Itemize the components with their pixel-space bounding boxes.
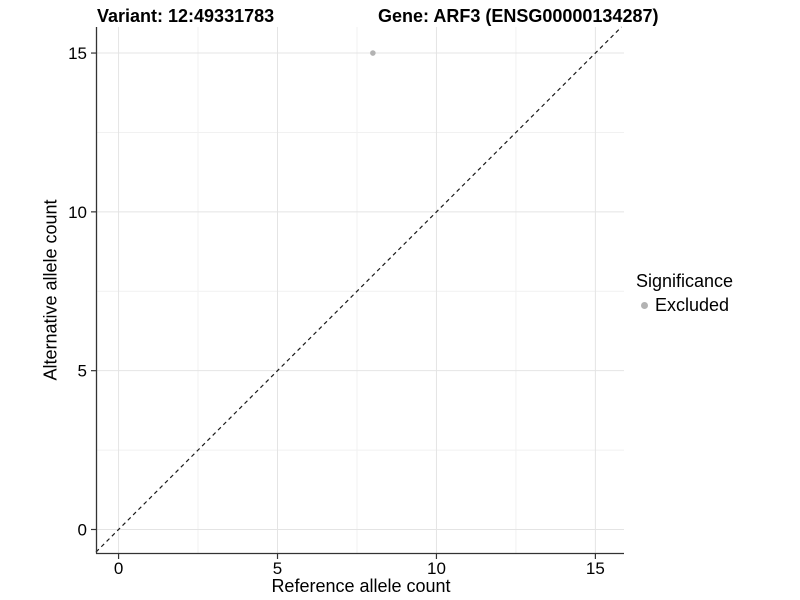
y-tick-label: 10 [68,203,87,222]
legend-item-label: Excluded [655,295,730,315]
x-tick-label: 0 [114,559,123,578]
legend: Significance Excluded [636,271,733,316]
identity-line [95,26,622,553]
y-tick-label: 5 [78,362,87,381]
data-point [370,50,376,56]
y-axis-title: Alternative allele count [40,199,61,381]
x-tick-label: 15 [586,559,605,578]
x-tick-label: 10 [427,559,446,578]
x-axis-title: Reference allele count [271,576,451,596]
y-tick-label: 15 [68,44,87,63]
plot-title-gene: Gene: ARF3 (ENSG00000134287) [378,6,659,26]
plot-title-variant: Variant: 12:49331783 [97,6,275,26]
x-tick-label: 5 [273,559,282,578]
legend-item-excluded: Excluded [636,295,733,316]
y-tick-label: 0 [78,520,87,539]
legend-title: Significance [636,271,734,291]
excluded-point-icon [641,302,648,309]
